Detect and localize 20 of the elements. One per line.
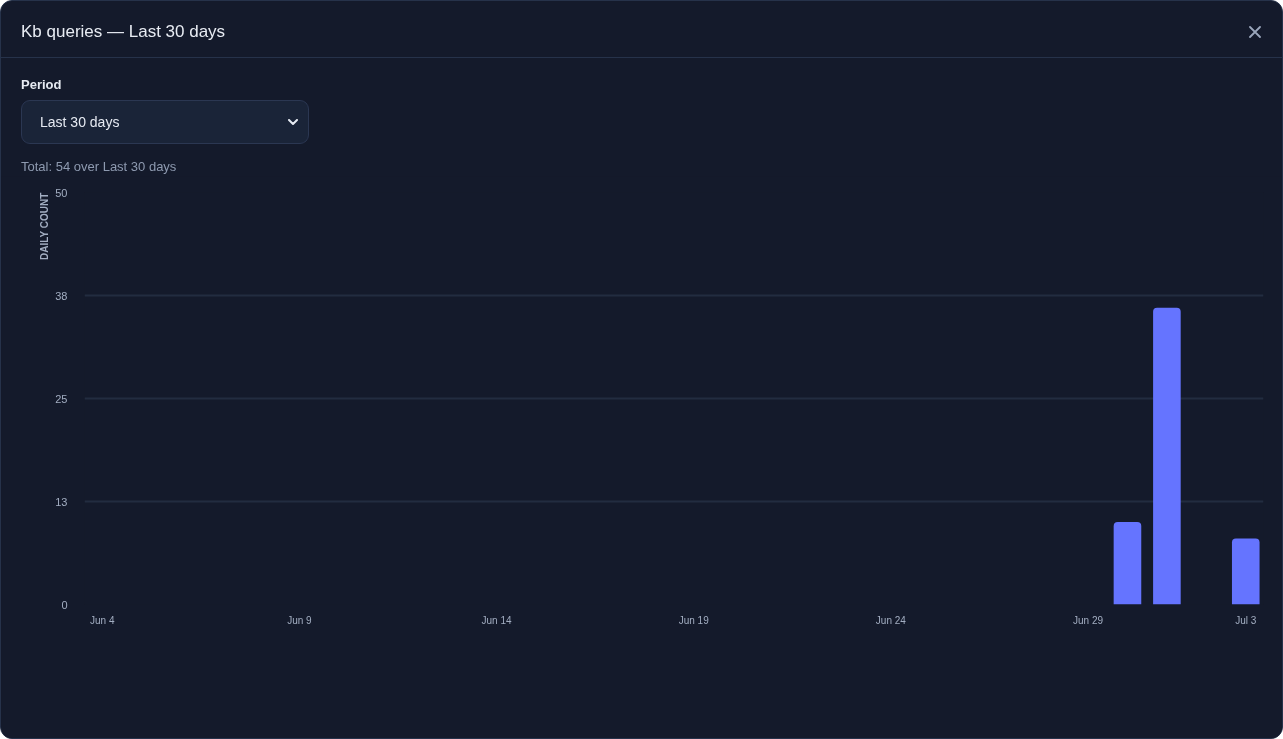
y-tick-label: 25 [55, 392, 68, 405]
x-tick-label: Jun 24 [875, 614, 907, 626]
x-tick-label: Jun 29 [1073, 614, 1104, 626]
y-axis-title: DAILY COUNT [38, 192, 50, 260]
chart-title: Kb queries — Last 30 days [21, 20, 226, 43]
bar [1231, 538, 1260, 605]
x-tick-label: Jun 9 [287, 614, 313, 626]
bar [1153, 307, 1181, 605]
x-tick-label: Jun 14 [481, 614, 513, 626]
text: Period [21, 76, 62, 94]
y-tick-label: 0 [61, 598, 68, 611]
x-tick-label: Jun 19 [678, 614, 710, 626]
y-tick-label: 50 [55, 186, 68, 199]
x-tick-label: Jun 4 [90, 614, 115, 626]
text: Last 30 days [21, 100, 309, 144]
x-tick-label: Jul 3 [1235, 614, 1257, 626]
y-tick-label: 38 [55, 289, 68, 302]
y-tick-label: 13 [55, 495, 68, 508]
chart-subtitle: Total: 54 over Last 30 days [21, 158, 177, 176]
bar [1113, 522, 1142, 605]
